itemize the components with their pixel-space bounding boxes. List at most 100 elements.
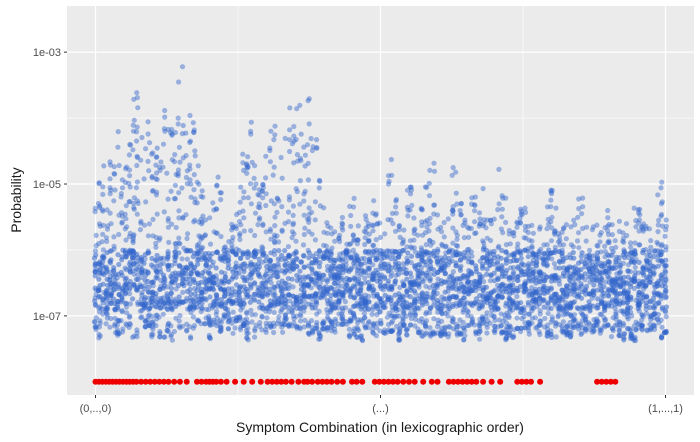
blue-point <box>480 186 486 192</box>
blue-point <box>291 320 297 326</box>
blue-point <box>154 252 160 259</box>
blue-point <box>226 239 232 245</box>
blue-point <box>488 237 494 244</box>
blue-point <box>305 283 311 289</box>
blue-point <box>393 204 399 210</box>
blue-point <box>133 259 139 265</box>
blue-point <box>226 315 232 321</box>
blue-point <box>97 267 103 273</box>
blue-point <box>336 236 342 242</box>
blue-point <box>270 172 276 178</box>
blue-point <box>122 282 128 288</box>
blue-point <box>332 304 339 310</box>
blue-point <box>316 336 322 342</box>
blue-point <box>639 317 645 323</box>
blue-point <box>236 289 242 295</box>
blue-point <box>244 309 250 315</box>
blue-point <box>453 169 459 175</box>
blue-point <box>263 327 269 333</box>
blue-point <box>280 329 286 335</box>
blue-point <box>104 315 110 321</box>
blue-point <box>200 213 206 219</box>
blue-point <box>127 268 133 274</box>
blue-point <box>580 204 586 210</box>
blue-point <box>530 230 537 236</box>
blue-point <box>548 238 555 244</box>
blue-point <box>415 232 421 238</box>
blue-point <box>314 311 320 317</box>
blue-point <box>207 322 213 328</box>
blue-point <box>321 320 327 326</box>
blue-point <box>306 250 312 256</box>
blue-point <box>294 294 300 300</box>
blue-point <box>290 305 296 311</box>
blue-point <box>97 223 103 229</box>
blue-point <box>316 331 322 337</box>
blue-point <box>339 311 345 317</box>
blue-point <box>321 205 327 211</box>
blue-point <box>263 191 269 197</box>
blue-point <box>263 229 269 235</box>
blue-point <box>302 225 308 231</box>
blue-point <box>92 205 98 211</box>
blue-point <box>176 79 182 85</box>
blue-point <box>172 241 178 247</box>
blue-point <box>233 251 239 257</box>
blue-point <box>127 301 133 307</box>
blue-point <box>365 325 371 331</box>
blue-point <box>241 189 247 195</box>
blue-point <box>629 313 635 319</box>
blue-point <box>605 215 611 221</box>
x-axis-title: Symptom Combination (in lexicographic or… <box>236 419 524 435</box>
blue-point <box>200 194 206 200</box>
blue-point <box>294 152 300 158</box>
blue-point <box>229 242 235 248</box>
blue-point <box>286 253 292 259</box>
blue-point <box>226 254 232 260</box>
blue-point <box>142 296 148 302</box>
blue-point <box>483 225 489 231</box>
red-point <box>165 378 172 385</box>
blue-point <box>377 220 383 226</box>
blue-point <box>238 184 244 190</box>
blue-point <box>309 209 315 215</box>
blue-point <box>244 335 250 341</box>
blue-point <box>198 296 204 302</box>
blue-point <box>370 287 376 293</box>
blue-point <box>240 208 246 214</box>
blue-point <box>149 173 155 180</box>
blue-point <box>343 262 349 268</box>
blue-point <box>306 219 312 225</box>
blue-point <box>382 231 388 237</box>
blue-point <box>461 337 467 343</box>
red-point <box>309 378 316 385</box>
blue-point <box>252 334 258 340</box>
blue-point <box>278 154 284 161</box>
blue-point <box>361 310 367 316</box>
blue-point <box>499 214 505 220</box>
blue-point <box>112 330 119 336</box>
blue-point <box>287 105 293 111</box>
blue-point <box>211 229 217 235</box>
blue-point <box>431 160 437 166</box>
blue-point <box>99 239 105 245</box>
blue-point <box>138 270 144 276</box>
blue-point <box>476 210 483 216</box>
blue-point <box>503 219 509 225</box>
blue-point <box>423 262 429 268</box>
blue-point <box>177 325 183 331</box>
blue-point <box>441 234 447 240</box>
blue-point <box>658 317 664 323</box>
blue-point <box>445 216 451 222</box>
blue-point <box>257 323 263 329</box>
blue-point <box>275 318 282 324</box>
blue-point <box>257 215 263 221</box>
blue-point <box>274 209 280 215</box>
blue-point <box>241 167 247 173</box>
blue-point <box>198 248 204 254</box>
blue-point <box>327 297 333 303</box>
blue-point <box>175 115 181 121</box>
blue-point <box>153 290 159 297</box>
blue-point <box>336 311 342 317</box>
blue-point <box>305 274 311 280</box>
